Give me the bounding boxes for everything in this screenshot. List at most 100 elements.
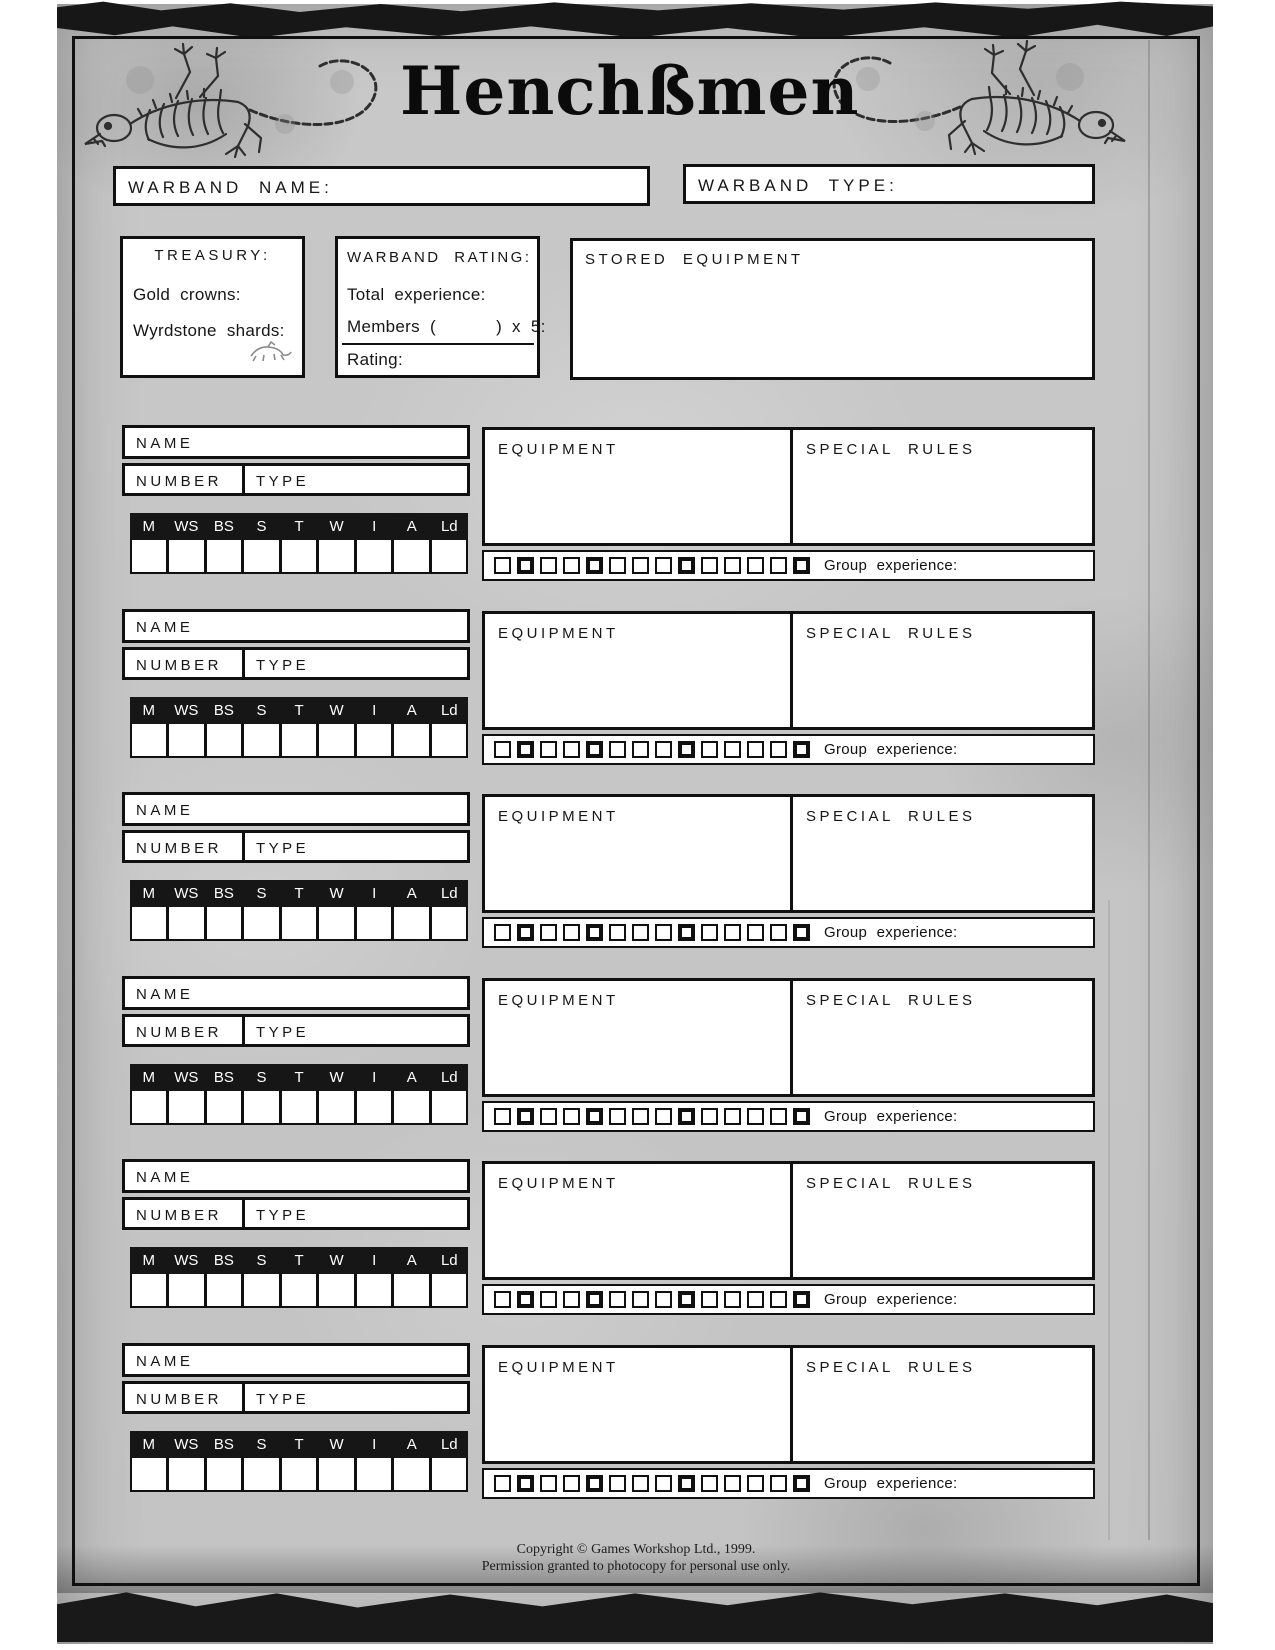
type-field[interactable]: TYPE (242, 1381, 470, 1414)
experience-checkbox[interactable] (770, 924, 787, 941)
experience-checkbox[interactable] (586, 1475, 603, 1492)
experience-checkbox[interactable] (586, 924, 603, 941)
experience-checkbox[interactable] (747, 1475, 764, 1492)
stat-input-cell[interactable] (356, 907, 392, 939)
gold-crowns-field[interactable]: Gold crowns: (133, 285, 241, 304)
warband-name-field[interactable]: WARBAND NAME: (113, 166, 650, 206)
experience-checkbox[interactable] (632, 924, 649, 941)
stat-input-cell[interactable] (281, 540, 317, 572)
stat-input-cell[interactable] (132, 1274, 167, 1306)
stat-input-cell[interactable] (394, 907, 429, 939)
stat-input-cell[interactable] (169, 1091, 204, 1123)
stat-input-cell[interactable] (281, 724, 317, 756)
experience-checkbox[interactable] (701, 1291, 718, 1308)
type-field[interactable]: TYPE (242, 1197, 470, 1230)
equipment-field[interactable]: EQUIPMENT (485, 1348, 793, 1461)
experience-checkbox[interactable] (494, 924, 511, 941)
name-field[interactable]: NAME (122, 1343, 470, 1377)
experience-checkbox[interactable] (494, 741, 511, 758)
stat-input-cell[interactable] (431, 1458, 466, 1490)
experience-checkbox[interactable] (586, 557, 603, 574)
stat-input-cell[interactable] (132, 907, 167, 939)
stat-input-cell[interactable] (319, 907, 354, 939)
stat-input-cell[interactable] (281, 1274, 317, 1306)
experience-checkbox[interactable] (793, 557, 810, 574)
stat-input-cell[interactable] (132, 540, 167, 572)
number-field[interactable]: NUMBER (122, 1014, 245, 1047)
equipment-field[interactable]: EQUIPMENT (485, 981, 793, 1094)
stat-input-cell[interactable] (206, 1458, 242, 1490)
experience-checkbox[interactable] (724, 1291, 741, 1308)
experience-checkbox[interactable] (517, 741, 534, 758)
experience-checkbox[interactable] (609, 741, 626, 758)
stat-input-cell[interactable] (206, 1274, 242, 1306)
experience-checkbox[interactable] (586, 1291, 603, 1308)
experience-checkbox[interactable] (701, 741, 718, 758)
experience-checkbox[interactable] (770, 557, 787, 574)
experience-checkbox[interactable] (540, 924, 557, 941)
stat-input-cell[interactable] (169, 540, 204, 572)
stat-input-cell[interactable] (169, 1458, 204, 1490)
experience-checkbox[interactable] (724, 1475, 741, 1492)
experience-checkbox[interactable] (563, 557, 580, 574)
stat-input-cell[interactable] (244, 1458, 279, 1490)
stat-input-cell[interactable] (132, 1091, 167, 1123)
experience-checkbox[interactable] (609, 924, 626, 941)
special-rules-field[interactable]: SPECIAL RULES (793, 797, 1092, 910)
experience-checkbox[interactable] (678, 924, 695, 941)
name-field[interactable]: NAME (122, 609, 470, 643)
stat-input-cell[interactable] (356, 540, 392, 572)
experience-checkbox[interactable] (655, 1475, 672, 1492)
stat-input-cell[interactable] (431, 724, 466, 756)
experience-checkbox[interactable] (747, 557, 764, 574)
experience-checkbox[interactable] (563, 1108, 580, 1125)
number-field[interactable]: NUMBER (122, 830, 245, 863)
stat-input-cell[interactable] (206, 724, 242, 756)
stat-input-cell[interactable] (169, 907, 204, 939)
experience-checkbox[interactable] (678, 1291, 695, 1308)
stat-input-cell[interactable] (319, 1274, 354, 1306)
experience-checkbox[interactable] (747, 1108, 764, 1125)
experience-checkbox[interactable] (563, 924, 580, 941)
experience-checkbox[interactable] (563, 741, 580, 758)
experience-checkbox[interactable] (770, 1291, 787, 1308)
stat-input-cell[interactable] (394, 1091, 429, 1123)
name-field[interactable]: NAME (122, 792, 470, 826)
experience-checkbox[interactable] (632, 741, 649, 758)
experience-checkbox[interactable] (770, 1108, 787, 1125)
experience-checkbox[interactable] (770, 1475, 787, 1492)
stat-input-cell[interactable] (394, 1458, 429, 1490)
experience-checkbox[interactable] (701, 557, 718, 574)
stat-input-cell[interactable] (206, 1091, 242, 1123)
special-rules-field[interactable]: SPECIAL RULES (793, 1348, 1092, 1461)
equipment-field[interactable]: EQUIPMENT (485, 430, 793, 543)
experience-checkbox[interactable] (517, 924, 534, 941)
experience-checkbox[interactable] (655, 741, 672, 758)
experience-checkbox[interactable] (494, 557, 511, 574)
name-field[interactable]: NAME (122, 425, 470, 459)
experience-checkbox[interactable] (494, 1108, 511, 1125)
experience-checkbox[interactable] (632, 1475, 649, 1492)
experience-checkbox[interactable] (517, 1475, 534, 1492)
experience-checkbox[interactable] (724, 557, 741, 574)
experience-checkbox[interactable] (586, 1108, 603, 1125)
total-experience-field[interactable]: Total experience: (347, 285, 486, 304)
equipment-field[interactable]: EQUIPMENT (485, 1164, 793, 1277)
stat-input-cell[interactable] (431, 1091, 466, 1123)
experience-checkbox[interactable] (609, 1475, 626, 1492)
stat-input-cell[interactable] (356, 1274, 392, 1306)
number-field[interactable]: NUMBER (122, 463, 245, 496)
stat-input-cell[interactable] (319, 1458, 354, 1490)
experience-checkbox[interactable] (793, 1475, 810, 1492)
stat-input-cell[interactable] (356, 1091, 392, 1123)
experience-checkbox[interactable] (609, 557, 626, 574)
experience-checkbox[interactable] (701, 1475, 718, 1492)
stat-input-cell[interactable] (281, 1458, 317, 1490)
experience-checkbox[interactable] (540, 557, 557, 574)
equipment-field[interactable]: EQUIPMENT (485, 797, 793, 910)
experience-checkbox[interactable] (770, 741, 787, 758)
stat-input-cell[interactable] (132, 1458, 167, 1490)
special-rules-field[interactable]: SPECIAL RULES (793, 1164, 1092, 1277)
special-rules-field[interactable]: SPECIAL RULES (793, 430, 1092, 543)
stat-input-cell[interactable] (244, 1274, 279, 1306)
